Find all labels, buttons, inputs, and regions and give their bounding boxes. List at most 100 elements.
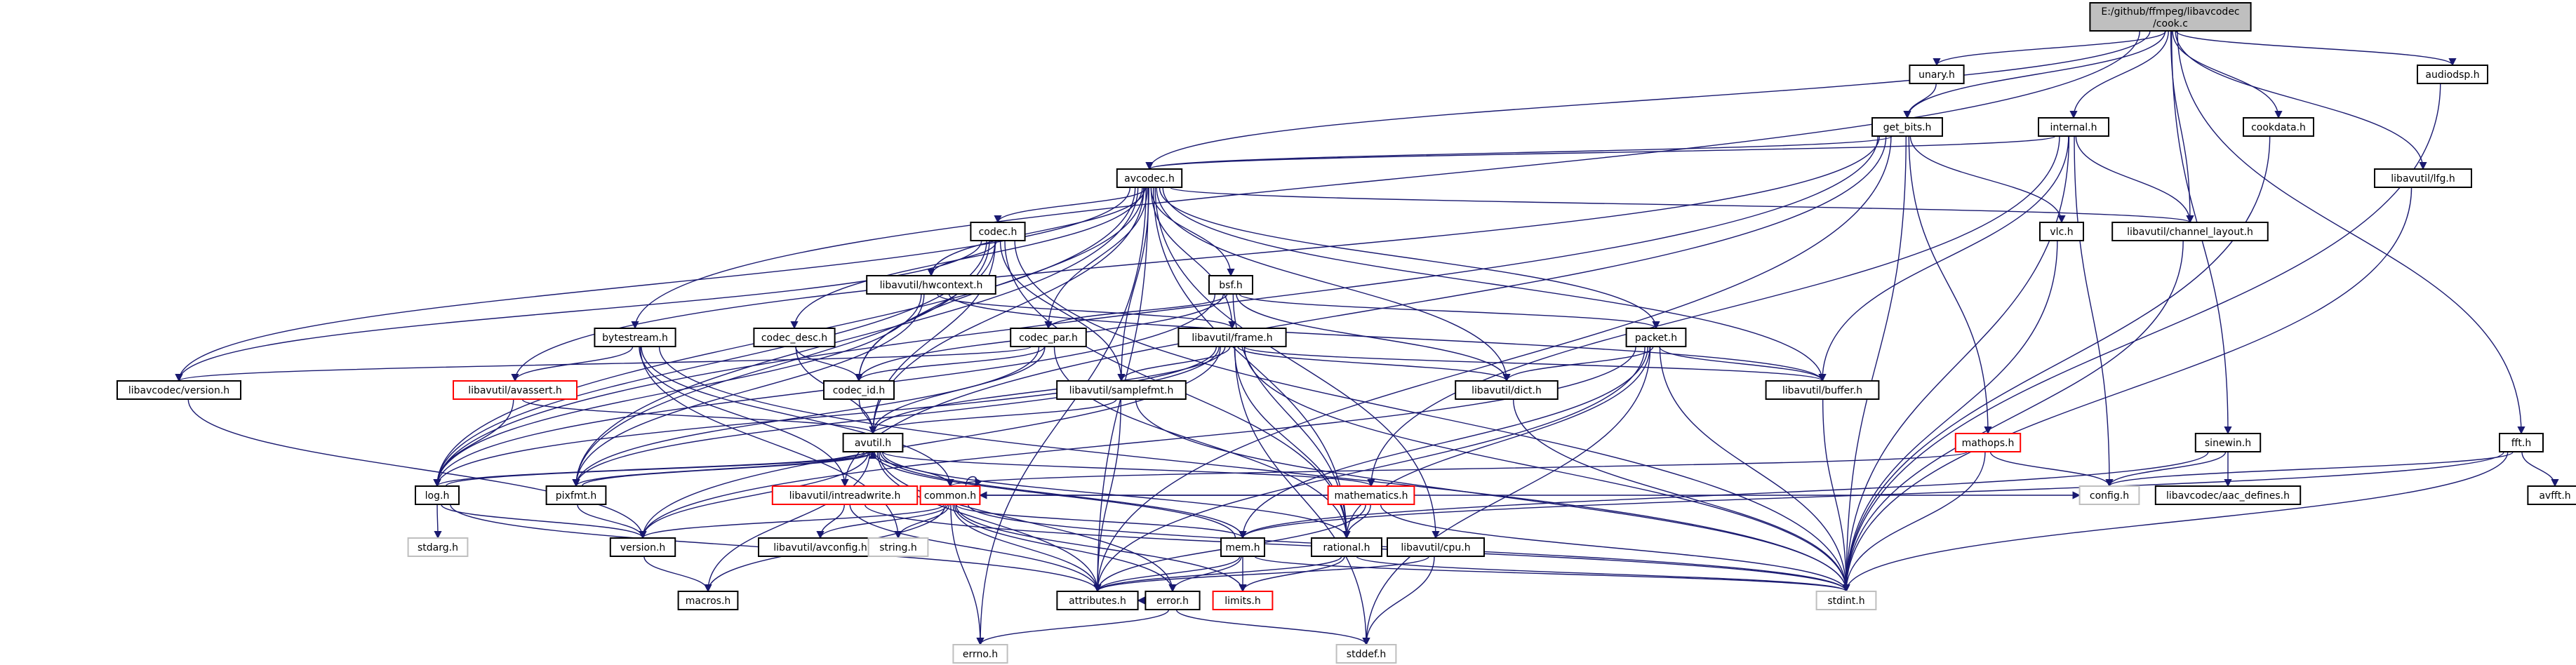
node-packet[interactable]: packet.h	[1625, 328, 1687, 347]
edge-lavcversion-to-version	[187, 398, 647, 539]
node-cpu[interactable]: libavutil/cpu.h	[1387, 537, 1485, 557]
node-get-bits[interactable]: get_bits.h	[1871, 117, 1943, 137]
node-pixfmt[interactable]: pixfmt.h	[545, 485, 607, 505]
node-label: macros.h	[686, 596, 731, 607]
node-vlc[interactable]: vlc.h	[2039, 222, 2084, 241]
node-avfft[interactable]: avfft.h	[2527, 485, 2576, 505]
node-label: avutil.h	[855, 438, 891, 449]
node-macros[interactable]: macros.h	[677, 591, 739, 610]
node-box	[2499, 433, 2544, 452]
node-sinewin[interactable]: sinewin.h	[2194, 433, 2262, 452]
edge-get-bits-to-avcodec	[1145, 135, 1893, 170]
node-codec-id[interactable]: codec_id.h	[823, 380, 895, 400]
node-aacdefines[interactable]: libavcodec/aac_defines.h	[2154, 485, 2302, 505]
edge-unary-to-get-bits	[1903, 83, 1937, 119]
node-attributes[interactable]: attributes.h	[1056, 591, 1139, 610]
edge-common-to-string	[894, 504, 950, 539]
edge-get-bits-to-log	[433, 135, 1878, 488]
edge-mathematics-to-stdint	[1380, 504, 1850, 593]
node-label: bsf.h	[1219, 280, 1242, 291]
edge-root-to-audiodsp	[2175, 30, 2457, 67]
node-hwcontext[interactable]: libavutil/hwcontext.h	[866, 275, 996, 295]
node-label: packet.h	[1635, 332, 1677, 344]
node-label: codec_par.h	[1019, 332, 1078, 344]
node-mem[interactable]: mem.h	[1220, 537, 1265, 557]
edge-packet-to-attributes	[1093, 346, 1646, 593]
node-lavcversion[interactable]: libavcodec/version.h	[116, 380, 241, 400]
node-codec-par[interactable]: codec_par.h	[1010, 328, 1087, 347]
node-config[interactable]: config.h	[2078, 485, 2140, 505]
node-avassert[interactable]: libavutil/avassert.h	[453, 380, 578, 400]
edge-error-to-stddef	[1175, 609, 1370, 646]
node-box	[2417, 65, 2488, 84]
node-label: codec_id.h	[833, 385, 886, 396]
node-codec[interactable]: codec.h	[970, 222, 1026, 241]
edge-fft-to-stdint	[1842, 451, 2509, 593]
node-label: codec.h	[979, 227, 1017, 238]
node-label: internal.h	[2050, 122, 2097, 133]
node-intreadwrite[interactable]: libavutil/intreadwrite.h	[771, 485, 919, 505]
node-stddef[interactable]: stddef.h	[1335, 644, 1397, 664]
node-errno[interactable]: errno.h	[952, 644, 1008, 664]
node-label: libavutil/dict.h	[1471, 385, 1542, 396]
node-box	[753, 328, 836, 347]
node-samplefmt[interactable]: libavutil/samplefmt.h	[1056, 380, 1187, 400]
node-frame[interactable]: libavutil/frame.h	[1177, 328, 1287, 347]
node-bsf[interactable]: bsf.h	[1208, 275, 1253, 295]
node-string[interactable]: string.h	[867, 537, 929, 557]
node-label: libavcodec/version.h	[128, 385, 229, 396]
edge-avcodec-to-lavcversion	[175, 187, 1131, 382]
edge-avcodec-to-buffer	[1162, 187, 1827, 382]
node-label: limits.h	[1224, 596, 1260, 607]
node-box	[1212, 591, 1274, 610]
edge-avcodec-to-codec-par	[1044, 187, 1148, 330]
node-label: libavcodec/aac_defines.h	[2166, 490, 2290, 502]
node-box	[2154, 485, 2302, 505]
node-chlayout[interactable]: libavutil/channel_layout.h	[2111, 222, 2269, 241]
node-stdarg[interactable]: stdarg.h	[407, 537, 469, 557]
edge-common-to-attributes	[952, 504, 1102, 593]
node-avutil[interactable]: avutil.h	[842, 433, 904, 452]
edge-avcodec-to-chlayout	[1169, 187, 2194, 224]
node-dict[interactable]: libavutil/dict.h	[1455, 380, 1559, 400]
edge-cookdata-to-stdint	[1842, 135, 2271, 593]
node-log[interactable]: log.h	[415, 485, 460, 505]
edge-fft-to-config	[2105, 451, 2514, 488]
edge-codec-to-stdint	[1014, 240, 1850, 593]
node-buffer[interactable]: libavutil/buffer.h	[1765, 380, 1880, 400]
node-box	[453, 380, 578, 400]
edge-avcodec-to-errno	[976, 187, 1147, 646]
node-bytestream[interactable]: bytestream.h	[594, 328, 676, 347]
node-box	[842, 433, 904, 452]
node-fft[interactable]: fft.h	[2499, 433, 2544, 452]
node-label: fft.h	[2511, 438, 2531, 449]
edge-internal-to-mathematics	[1367, 135, 2060, 488]
node-unary[interactable]: unary.h	[1909, 65, 1965, 84]
node-mathematics[interactable]: mathematics.h	[1327, 485, 1415, 505]
edge-root-to-get-bits	[1903, 30, 2166, 119]
edge-pixfmt-to-avutil	[581, 450, 877, 487]
node-label: avfft.h	[2539, 490, 2570, 502]
node-rational[interactable]: rational.h	[1311, 537, 1382, 557]
root-file-node[interactable]: E:/github/ffmpeg/libavcodec /cook.c	[2089, 2, 2252, 32]
node-common[interactable]: common.h	[919, 485, 981, 505]
node-box	[2374, 168, 2472, 188]
edge-root-to-lfg	[2175, 30, 2427, 170]
node-box	[2111, 222, 2269, 241]
node-internal[interactable]: internal.h	[2038, 117, 2109, 137]
node-error[interactable]: error.h	[1144, 591, 1201, 610]
edge-mathops-to-common	[947, 451, 1968, 488]
edge-mem-to-attributes	[1093, 556, 1241, 593]
node-lfg[interactable]: libavutil/lfg.h	[2374, 168, 2472, 188]
node-avcodec[interactable]: avcodec.h	[1116, 168, 1183, 188]
node-limits[interactable]: limits.h	[1212, 591, 1274, 610]
node-stdint[interactable]: stdint.h	[1815, 591, 1877, 610]
node-mathops[interactable]: mathops.h	[1954, 433, 2022, 452]
edge-bsf-to-dict	[1236, 293, 1511, 382]
node-audiodsp[interactable]: audiodsp.h	[2417, 65, 2488, 84]
node-codec-desc[interactable]: codec_desc.h	[753, 328, 836, 347]
node-box	[1335, 644, 1397, 664]
node-avconfig[interactable]: libavutil/avconfig.h	[758, 537, 883, 557]
node-cookdata[interactable]: cookdata.h	[2243, 117, 2314, 137]
node-version[interactable]: version.h	[609, 537, 676, 557]
